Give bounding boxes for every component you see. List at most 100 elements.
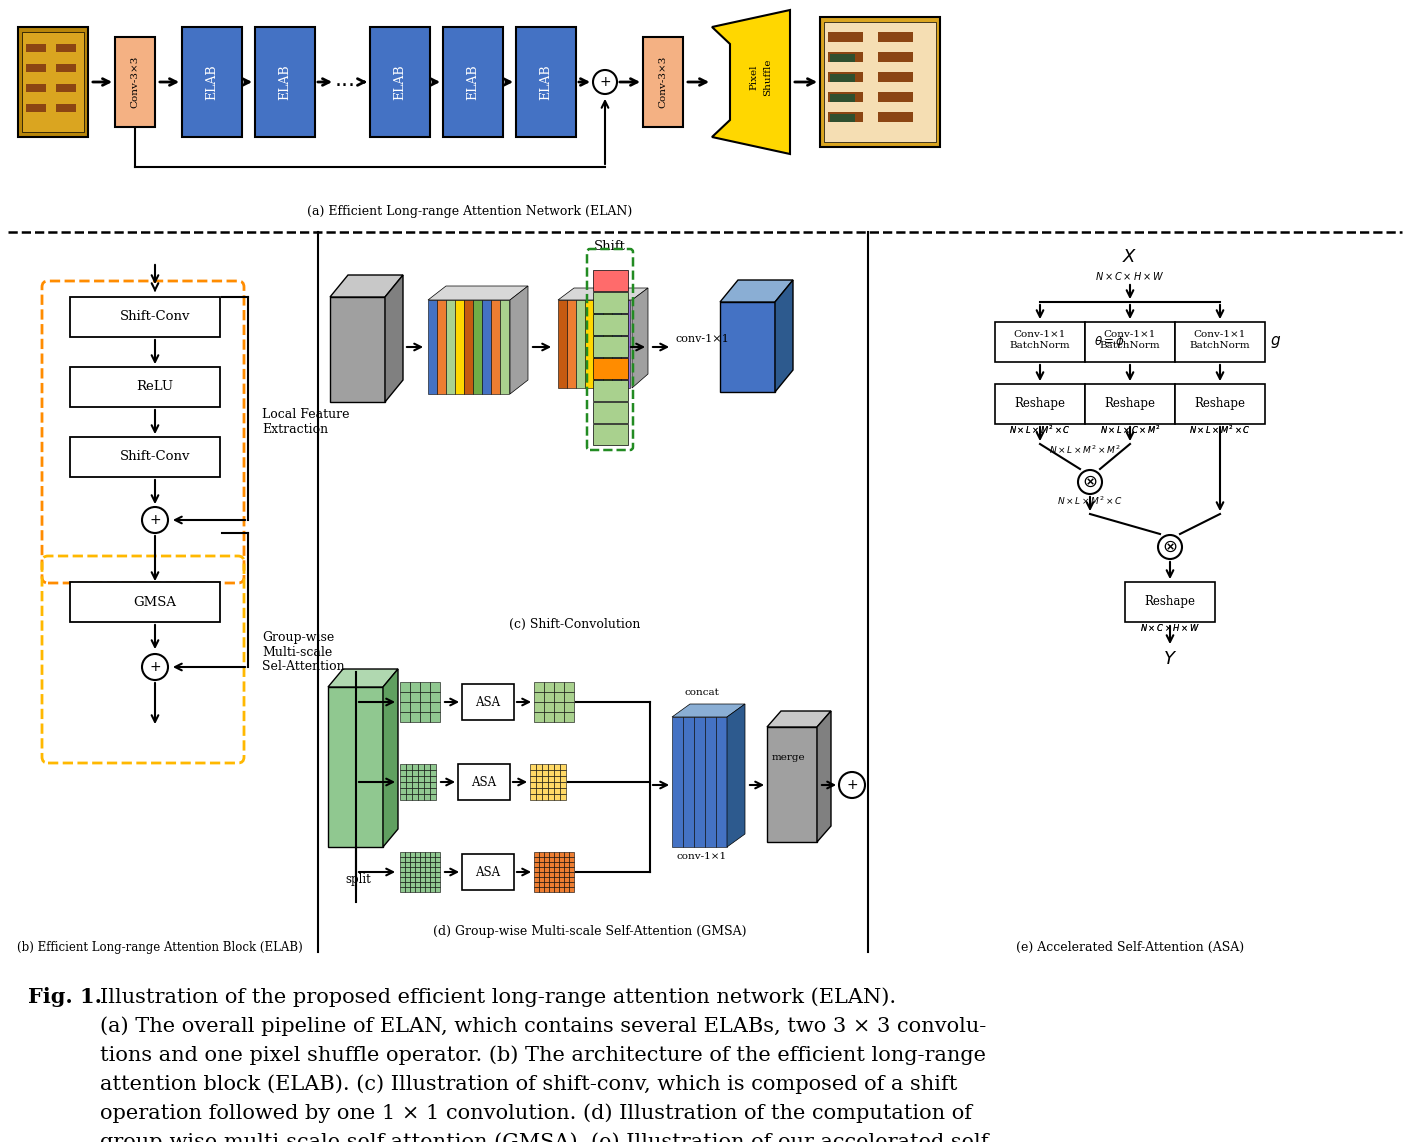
Bar xyxy=(410,882,415,887)
Bar xyxy=(462,854,515,890)
Bar xyxy=(1086,322,1175,362)
Bar xyxy=(436,852,440,856)
Polygon shape xyxy=(712,10,790,154)
Bar xyxy=(534,877,539,882)
Bar xyxy=(410,877,415,882)
Polygon shape xyxy=(767,711,830,727)
Bar xyxy=(564,682,574,692)
Bar xyxy=(400,764,406,770)
Bar xyxy=(417,770,424,777)
Bar xyxy=(430,852,436,856)
Bar xyxy=(878,53,914,62)
Bar xyxy=(558,882,564,887)
Bar xyxy=(400,872,405,877)
Bar xyxy=(330,297,385,402)
Text: $\theta=\phi$: $\theta=\phi$ xyxy=(1094,333,1125,349)
Bar xyxy=(182,27,243,137)
Bar xyxy=(415,887,420,892)
Text: merge: merge xyxy=(773,753,805,762)
Bar xyxy=(544,887,548,892)
Bar xyxy=(564,872,570,877)
Bar xyxy=(329,687,384,847)
Bar xyxy=(828,93,863,102)
Bar xyxy=(530,782,536,788)
Bar xyxy=(564,862,570,867)
Bar xyxy=(417,794,424,801)
Bar xyxy=(415,856,420,862)
Text: Reshape: Reshape xyxy=(1194,397,1245,410)
Bar xyxy=(70,582,220,622)
Bar xyxy=(594,357,627,379)
Bar xyxy=(544,711,554,722)
Bar xyxy=(430,682,440,692)
Bar xyxy=(458,764,510,801)
Bar xyxy=(539,856,544,862)
Bar xyxy=(560,770,565,777)
Bar xyxy=(570,867,574,872)
Bar xyxy=(534,711,544,722)
Bar xyxy=(541,794,548,801)
Bar xyxy=(430,887,436,892)
Bar xyxy=(1175,384,1265,424)
Text: (d) Group-wise Multi-scale Self-Attention (GMSA): (d) Group-wise Multi-scale Self-Attentio… xyxy=(433,925,747,939)
Bar xyxy=(716,717,728,847)
Bar xyxy=(536,777,541,782)
Text: $N\times L\times C\times M^2$: $N\times L\times C\times M^2$ xyxy=(1100,424,1160,436)
Text: $g$: $g$ xyxy=(1270,333,1282,349)
Bar xyxy=(564,882,570,887)
Bar xyxy=(534,882,539,887)
Text: $N\times L\times M^2\times C$: $N\times L\times M^2\times C$ xyxy=(1189,424,1251,436)
Bar xyxy=(1175,322,1265,362)
Bar xyxy=(415,872,420,877)
Bar xyxy=(436,867,440,872)
Bar xyxy=(530,777,536,782)
Bar xyxy=(424,856,430,862)
Bar xyxy=(400,852,405,856)
Text: (b) Efficient Long-range Attention Block (ELAB): (b) Efficient Long-range Attention Block… xyxy=(17,941,303,954)
Text: ReLU: ReLU xyxy=(137,380,173,394)
Bar xyxy=(564,877,570,882)
Bar xyxy=(564,692,574,702)
Bar xyxy=(405,882,410,887)
Text: conv-1×1: conv-1×1 xyxy=(675,333,729,344)
Bar xyxy=(878,72,914,82)
Bar xyxy=(400,770,406,777)
Bar xyxy=(405,862,410,867)
Bar xyxy=(412,788,417,794)
Bar xyxy=(516,27,577,137)
Text: conv-1×1: conv-1×1 xyxy=(677,852,728,861)
Bar xyxy=(620,300,630,388)
Bar xyxy=(255,27,314,137)
Bar xyxy=(567,300,577,388)
Bar xyxy=(420,867,424,872)
Text: (a) Efficient Long-range Attention Network (ELAN): (a) Efficient Long-range Attention Netwo… xyxy=(307,206,633,218)
Bar xyxy=(405,852,410,856)
Bar xyxy=(995,384,1086,424)
Bar xyxy=(558,856,564,862)
Text: ASA: ASA xyxy=(475,695,501,708)
Bar xyxy=(400,682,410,692)
Bar xyxy=(548,788,554,794)
Bar xyxy=(995,322,1086,362)
Bar xyxy=(400,877,405,882)
Bar xyxy=(536,782,541,788)
Bar xyxy=(400,794,406,801)
Bar xyxy=(554,764,560,770)
Polygon shape xyxy=(728,703,744,847)
Bar xyxy=(405,867,410,872)
Bar xyxy=(560,764,565,770)
Bar xyxy=(585,300,594,388)
Bar xyxy=(594,336,627,357)
Text: Conv-3×3: Conv-3×3 xyxy=(658,56,667,108)
Bar xyxy=(570,862,574,867)
Bar xyxy=(410,682,420,692)
Bar xyxy=(420,682,430,692)
Bar xyxy=(446,300,455,394)
Bar xyxy=(544,856,548,862)
Bar xyxy=(554,711,564,722)
Bar xyxy=(430,794,436,801)
Bar xyxy=(430,882,436,887)
Bar xyxy=(430,702,440,711)
Text: $N\times L\times C\times M^2$: $N\times L\times C\times M^2$ xyxy=(1100,424,1160,436)
Bar xyxy=(491,300,501,394)
